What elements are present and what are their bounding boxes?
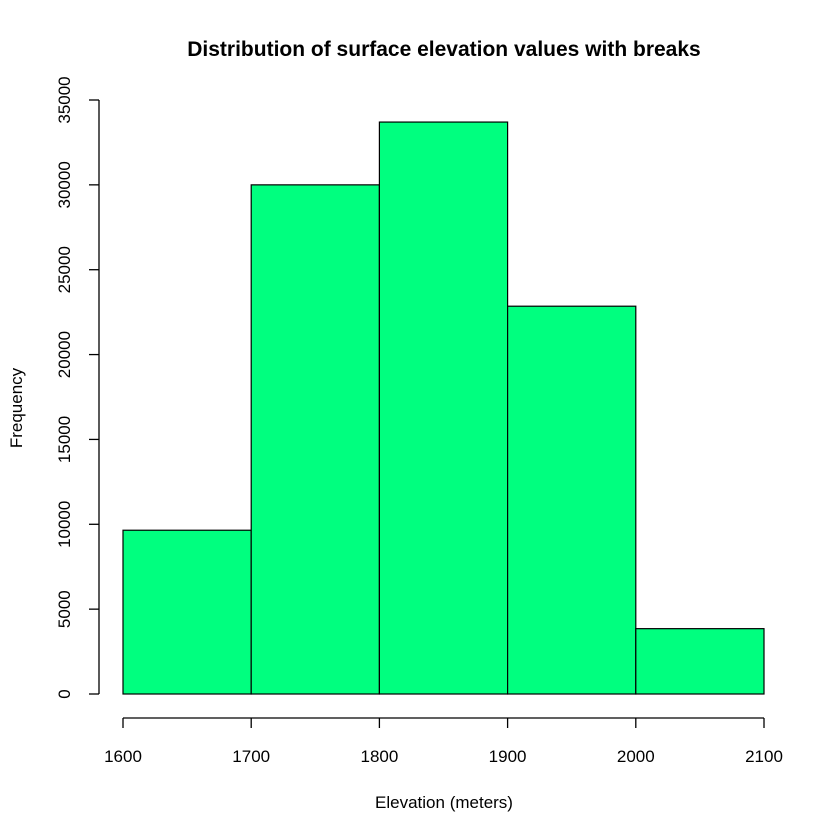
y-tick-label: 15000 bbox=[55, 416, 74, 463]
y-axis: 0 5000 10000 15000 20000 25000 30000 35000 bbox=[55, 76, 100, 699]
histogram-bar-4 bbox=[507, 305, 637, 695]
x-axis-label: Elevation (meters) bbox=[375, 793, 513, 812]
y-tick-label: 0 bbox=[55, 689, 74, 698]
y-tick-label: 5000 bbox=[55, 590, 74, 628]
x-tick-label: 1600 bbox=[104, 747, 142, 766]
y-tick-label: 10000 bbox=[55, 501, 74, 548]
y-tick-label: 20000 bbox=[55, 331, 74, 378]
histogram-bar-1 bbox=[122, 529, 252, 695]
x-axis: 1600 1700 1800 1900 2000 2100 bbox=[104, 717, 783, 766]
histogram-bar-5 bbox=[635, 628, 765, 695]
x-tick-label: 2100 bbox=[745, 747, 783, 766]
bars-group bbox=[122, 121, 765, 695]
x-tick-label: 1900 bbox=[489, 747, 527, 766]
x-tick-label: 1700 bbox=[232, 747, 270, 766]
y-axis-label: Frequency bbox=[7, 367, 26, 448]
chart-title: Distribution of surface elevation values… bbox=[187, 38, 700, 61]
x-tick-label: 2000 bbox=[617, 747, 655, 766]
x-tick-label: 1800 bbox=[360, 747, 398, 766]
histogram-bar-3 bbox=[378, 121, 509, 695]
y-tick-label: 35000 bbox=[55, 76, 74, 123]
y-tick-label: 30000 bbox=[55, 161, 74, 208]
y-tick-label: 25000 bbox=[55, 246, 74, 293]
histogram-bar-2 bbox=[250, 184, 380, 695]
